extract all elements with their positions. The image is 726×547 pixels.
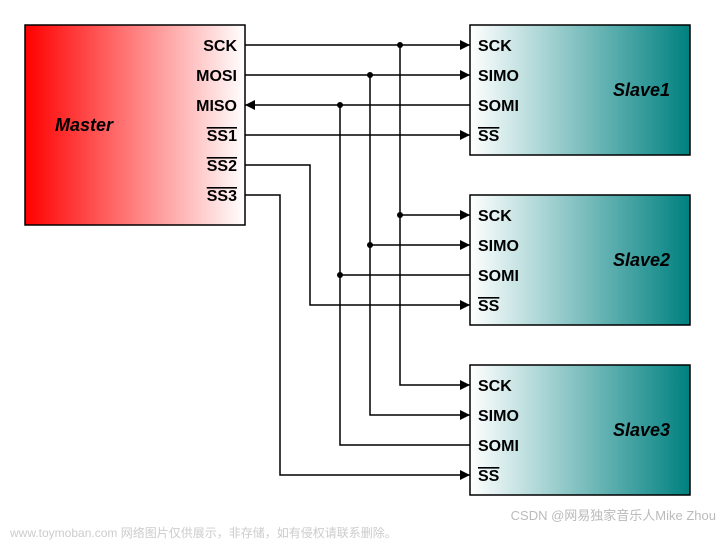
conn-ss3 xyxy=(245,195,470,475)
junction xyxy=(397,212,403,218)
arrow-right xyxy=(460,470,470,480)
conn-ss2 xyxy=(245,165,470,305)
slave2-pin-ss: SS xyxy=(478,298,500,315)
slave1-pin-simo: SIMO xyxy=(478,68,519,85)
conn-sck-s2 xyxy=(400,45,470,215)
master-pin-ss3: SS3 xyxy=(207,188,237,205)
watermark-right: CSDN @网易独家音乐人Mike Zhou xyxy=(511,508,716,523)
master-pin-ss1: SS1 xyxy=(207,128,237,145)
slave2-pin-simo: SIMO xyxy=(478,238,519,255)
arrow-right xyxy=(460,380,470,390)
arrow-right xyxy=(460,300,470,310)
slave1-pin-ss: SS xyxy=(478,128,500,145)
slave2-box-title: Slave2 xyxy=(613,250,670,270)
slave3-pin-simo: SIMO xyxy=(478,408,519,425)
arrow-right xyxy=(460,240,470,250)
spi-diagram: Master Slave1 Slave2 Slave3 SCK MOSI MISO SS1 SS… xyxy=(0,0,726,547)
master-pin-ss2: SS2 xyxy=(207,158,237,175)
slave2-pin-sck: SCK xyxy=(478,208,512,225)
junction xyxy=(367,242,373,248)
master-pin-miso: MISO xyxy=(196,98,237,115)
slave1-box-title: Slave1 xyxy=(613,80,670,100)
slave3-pin-somi: SOMI xyxy=(478,438,519,455)
master-pin-sck: SCK xyxy=(203,38,237,55)
arrow-right xyxy=(460,210,470,220)
junction xyxy=(337,272,343,278)
slave3-pin-sck: SCK xyxy=(478,378,512,395)
watermark-left: www.toymoban.com 网络图片仅供展示，非存储，如有侵权请联系删除。 xyxy=(9,525,397,540)
arrow-right xyxy=(460,410,470,420)
junction xyxy=(337,102,343,108)
slave3-pin-ss: SS xyxy=(478,468,500,485)
slave2-pin-somi: SOMI xyxy=(478,268,519,285)
arrow-right xyxy=(460,130,470,140)
arrow-right xyxy=(460,70,470,80)
conn-miso-s2 xyxy=(340,105,470,275)
conn-miso-s3 xyxy=(340,275,470,445)
conn-mosi-s3 xyxy=(370,245,470,415)
junction xyxy=(397,42,403,48)
conn-mosi-s2 xyxy=(370,75,470,245)
slave1-pin-somi: SOMI xyxy=(478,98,519,115)
slave3-box-title: Slave3 xyxy=(613,420,670,440)
arrow-right xyxy=(460,40,470,50)
master-box-title: Master xyxy=(55,115,114,135)
slave1-pin-sck: SCK xyxy=(478,38,512,55)
conn-sck-s3 xyxy=(400,215,470,385)
master-pin-mosi: MOSI xyxy=(196,68,237,85)
arrow-left xyxy=(245,100,255,110)
junction xyxy=(367,72,373,78)
